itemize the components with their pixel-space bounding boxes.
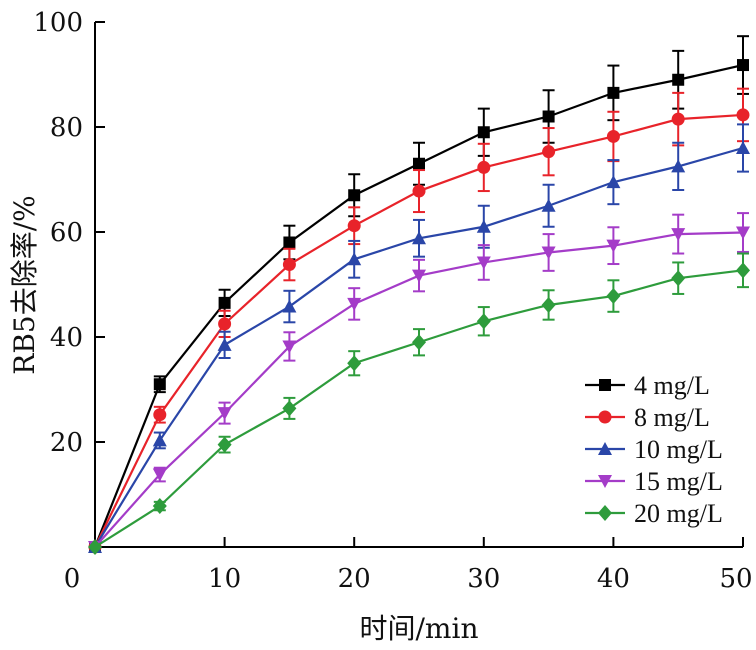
legend-marker (598, 475, 612, 488)
data-point (736, 226, 750, 240)
data-point (153, 378, 166, 391)
data-point (412, 231, 426, 245)
x-tick-label: 50 (719, 564, 752, 594)
data-point (282, 299, 297, 313)
data-point (412, 184, 426, 198)
legend-marker (599, 379, 611, 391)
data-point (736, 262, 750, 279)
data-point (476, 256, 491, 270)
axes (94, 22, 743, 548)
ticks: 20 40 60 80 100 0 10 20 30 40 50 (33, 8, 752, 594)
data-point (542, 110, 555, 123)
data-point (152, 433, 167, 447)
legend-item: 10 mg/L (585, 435, 723, 464)
y-axis-title: RB5去除率/% (8, 195, 41, 375)
data-point (217, 407, 232, 421)
data-point (671, 112, 685, 126)
data-point (736, 141, 750, 154)
legend-label: 8 mg/L (634, 403, 710, 432)
data-point (542, 145, 556, 159)
data-point (88, 539, 102, 555)
legend-item: 15 mg/L (585, 467, 723, 496)
data-point (412, 269, 426, 283)
data-point (282, 340, 297, 354)
data-point (348, 189, 361, 202)
x-tick-label: 10 (208, 564, 241, 594)
data-point (282, 258, 296, 272)
x-axis-title: 时间/min (360, 612, 479, 645)
data-point (413, 157, 425, 170)
data-point (671, 270, 686, 287)
x-tick-label: 0 (64, 564, 81, 594)
data-point (282, 400, 297, 417)
series-5 (88, 252, 750, 555)
data-point (541, 296, 556, 313)
y-tick-label: 60 (50, 218, 83, 248)
y-tick-label: 80 (50, 113, 83, 143)
data-point (672, 73, 685, 86)
series-3 (88, 123, 750, 553)
data-point (606, 129, 620, 143)
series-4 (88, 212, 750, 554)
legend: 4 mg/L 8 mg/L 10 mg/L 15 mg/L 20 mg/L (585, 371, 723, 528)
data-point (152, 498, 167, 515)
data-point (607, 86, 620, 99)
legend-marker (598, 442, 612, 455)
data-point (476, 219, 491, 233)
legend-label: 20 mg/L (634, 499, 723, 528)
y-tick-label: 100 (33, 8, 83, 38)
series-group (88, 35, 750, 555)
legend-item: 4 mg/L (585, 371, 710, 400)
data-point (283, 236, 296, 249)
x-tick-label: 20 (338, 564, 371, 594)
data-point (671, 228, 686, 242)
legend-marker (598, 505, 612, 521)
data-point (218, 296, 231, 309)
data-point (737, 59, 749, 72)
data-point (153, 408, 167, 422)
data-point (412, 334, 426, 351)
data-point (606, 175, 621, 189)
data-point (217, 337, 232, 351)
legend-item: 8 mg/L (585, 403, 710, 432)
legend-label: 15 mg/L (634, 467, 723, 496)
data-point (606, 239, 621, 253)
data-point (347, 297, 362, 311)
data-point (477, 126, 490, 139)
legend-label: 4 mg/L (634, 371, 710, 400)
data-point (541, 246, 556, 260)
data-point (347, 219, 361, 233)
legend-label: 10 mg/L (634, 435, 723, 464)
data-point (347, 252, 362, 266)
data-point (152, 468, 167, 482)
legend-item: 20 mg/L (585, 499, 723, 528)
x-tick-label: 40 (597, 564, 630, 594)
data-point (217, 436, 232, 453)
series-2 (88, 87, 750, 554)
data-point (477, 160, 491, 174)
data-point (218, 317, 232, 331)
y-tick-label: 40 (50, 323, 83, 353)
data-point (606, 288, 621, 305)
y-tick-label: 20 (50, 428, 83, 458)
x-tick-label: 30 (467, 564, 500, 594)
data-point (476, 313, 491, 330)
legend-marker (598, 410, 612, 424)
data-point (671, 159, 686, 173)
data-point (736, 108, 750, 122)
data-point (347, 355, 362, 372)
data-point (541, 198, 556, 212)
